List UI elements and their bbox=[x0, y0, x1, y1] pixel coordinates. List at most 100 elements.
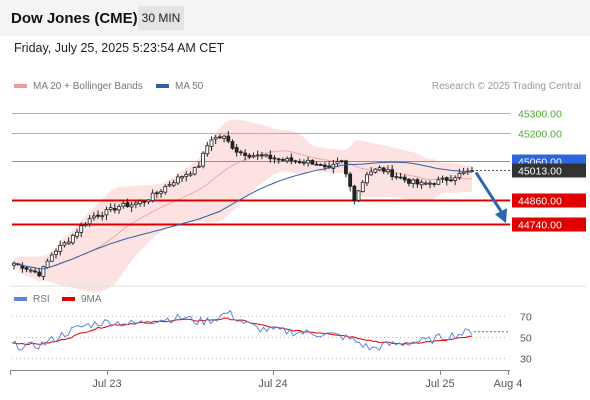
candle-body bbox=[91, 215, 96, 219]
candle-body bbox=[243, 152, 248, 156]
forecast-arrow bbox=[474, 171, 505, 216]
candle-body bbox=[365, 174, 369, 184]
candle-body bbox=[167, 184, 172, 187]
candle-body bbox=[146, 199, 151, 203]
candle-body bbox=[449, 179, 453, 182]
candle-body bbox=[66, 241, 71, 245]
candle-body bbox=[133, 202, 138, 205]
candle-body bbox=[377, 167, 382, 171]
candle-body bbox=[104, 209, 109, 216]
candle-body bbox=[369, 171, 374, 176]
legend-ma50-swatch bbox=[156, 84, 169, 89]
candle-body bbox=[171, 182, 176, 186]
candle-body bbox=[138, 200, 142, 204]
candle-body bbox=[49, 254, 54, 262]
candle-body bbox=[129, 204, 134, 208]
candle-body bbox=[217, 136, 222, 139]
candle-body bbox=[154, 192, 159, 195]
candle-body bbox=[238, 151, 243, 154]
candle-body bbox=[398, 176, 403, 179]
legend-rsi-swatch bbox=[14, 297, 27, 302]
candle-body bbox=[289, 157, 294, 162]
candle-body bbox=[419, 181, 424, 186]
candle-body bbox=[209, 139, 214, 147]
level-tag bbox=[512, 163, 586, 178]
candle-body bbox=[222, 135, 226, 139]
candle-body bbox=[314, 163, 319, 166]
candle-body bbox=[201, 152, 205, 167]
ma50-line bbox=[13, 161, 473, 270]
candle-body bbox=[411, 179, 416, 184]
x-tick-label: Aug 4 bbox=[494, 378, 523, 390]
candle-body bbox=[423, 182, 428, 185]
candle-body bbox=[196, 165, 201, 168]
candle-body bbox=[108, 207, 113, 210]
candle-body bbox=[41, 266, 46, 277]
candle-body bbox=[230, 141, 235, 149]
rsi-line bbox=[11, 309, 473, 351]
candle-body bbox=[436, 179, 441, 185]
candle-body bbox=[163, 186, 168, 193]
header-bar: Dow Jones (CME) 30 MIN bbox=[0, 0, 590, 36]
legend-bb: MA 20 + Bollinger Bands bbox=[14, 81, 143, 92]
candle-body bbox=[444, 177, 449, 181]
candle-body bbox=[70, 234, 75, 244]
ma9-line bbox=[11, 317, 473, 346]
legend-rsi: RSI bbox=[14, 294, 50, 305]
candle-body bbox=[159, 191, 163, 194]
candle-body bbox=[432, 183, 437, 185]
candle-body bbox=[255, 154, 260, 157]
candle-body bbox=[327, 165, 332, 168]
candle-body bbox=[188, 173, 193, 176]
level-label: 45300.00 bbox=[518, 109, 562, 121]
candle-body bbox=[457, 172, 462, 178]
candle-body bbox=[184, 173, 189, 178]
candle-body bbox=[318, 164, 323, 166]
legend-bb-label: MA 20 + Bollinger Bands bbox=[33, 81, 143, 92]
candle-body bbox=[293, 160, 298, 163]
candle-body bbox=[352, 185, 357, 202]
timeframe-button[interactable]: 30 MIN bbox=[138, 6, 184, 30]
candle-body bbox=[268, 154, 273, 160]
legend-ma9: 9MA bbox=[62, 294, 102, 305]
candle-body bbox=[335, 161, 340, 165]
candle-body bbox=[276, 158, 281, 161]
candle-body bbox=[402, 176, 407, 181]
instrument-title: Dow Jones (CME) bbox=[11, 10, 138, 27]
candle-body bbox=[264, 154, 269, 157]
rsi-tick-label: 50 bbox=[520, 333, 532, 345]
candle-body bbox=[37, 271, 42, 277]
candle-body bbox=[121, 202, 126, 207]
candle-body bbox=[470, 170, 474, 172]
candle-body bbox=[12, 262, 16, 266]
candle-body bbox=[180, 176, 184, 179]
candle-body bbox=[272, 157, 277, 160]
level-label: 44860.00 bbox=[518, 196, 562, 208]
candle-body bbox=[54, 250, 58, 255]
rsi-tick-label: 30 bbox=[520, 354, 532, 366]
candle-body bbox=[125, 202, 130, 208]
forecast-arrow-head bbox=[495, 208, 507, 224]
candle-body bbox=[285, 158, 290, 162]
candle-body bbox=[45, 260, 50, 268]
level-tag bbox=[512, 193, 586, 208]
candle-body bbox=[234, 147, 239, 153]
candle-body bbox=[251, 155, 256, 158]
legend-bb-swatch bbox=[14, 84, 27, 89]
candle-body bbox=[62, 242, 67, 246]
timestamp-label: Friday, July 25, 2025 5:23:54 AM CET bbox=[14, 41, 225, 55]
x-tick-label: Jul 23 bbox=[92, 378, 121, 390]
candle-body bbox=[205, 145, 210, 155]
candle-body bbox=[28, 269, 33, 272]
level-label: 45013.00 bbox=[518, 166, 562, 178]
candle-body bbox=[117, 206, 121, 211]
legend-ma50: MA 50 bbox=[156, 81, 203, 92]
candle-body bbox=[96, 214, 100, 217]
level-label: 45200.00 bbox=[518, 129, 562, 141]
candle-body bbox=[297, 161, 302, 164]
level-tag bbox=[512, 217, 586, 232]
legend-rsi-label: RSI bbox=[33, 294, 50, 305]
candle-body bbox=[87, 218, 92, 225]
candle-body bbox=[247, 154, 252, 158]
